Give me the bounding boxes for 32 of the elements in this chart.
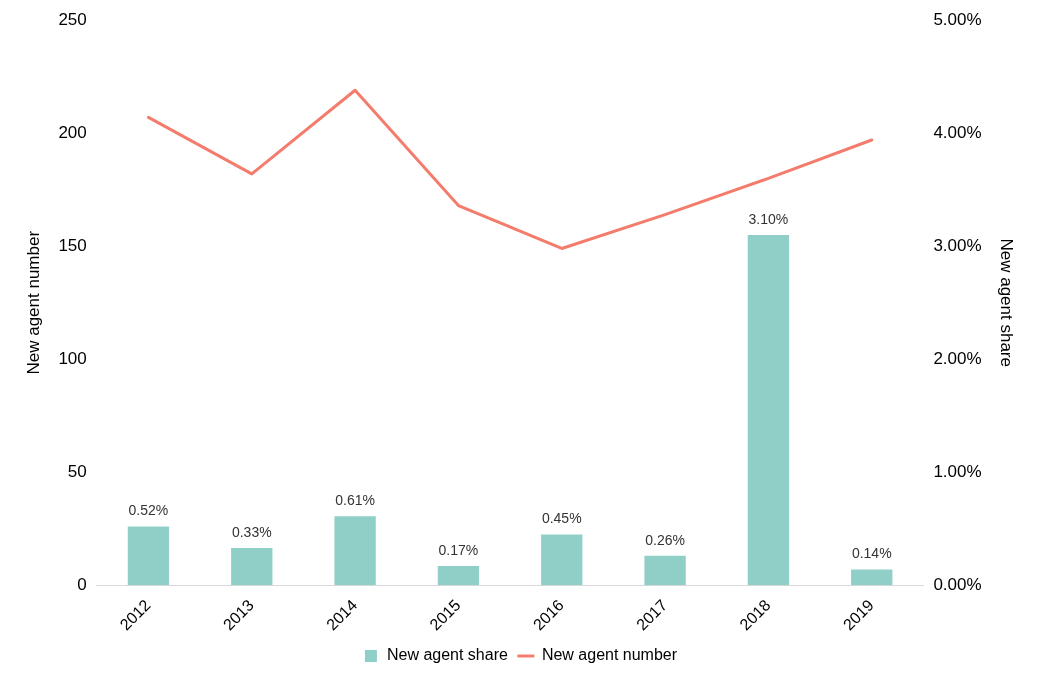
- data-label: 3.10%: [748, 210, 789, 227]
- y-axis-title: New agent number: [23, 230, 43, 375]
- legend-label: New agent number: [541, 646, 678, 664]
- bar: [851, 569, 893, 586]
- y2-tick-label: 3.00%: [933, 235, 982, 255]
- y-tick-label: 150: [58, 235, 87, 255]
- y2-axis-title: New agent share: [997, 238, 1017, 367]
- y-tick-label: 50: [67, 461, 87, 481]
- y-tick-label: 0: [77, 574, 87, 594]
- bar: [644, 555, 686, 586]
- data-label: 0.17%: [438, 541, 479, 558]
- legend-label: New agent share: [386, 646, 508, 664]
- bar: [747, 234, 790, 586]
- data-label: 0.52%: [128, 502, 169, 519]
- bar: [127, 526, 170, 586]
- y2-tick-label: 0.00%: [933, 574, 982, 594]
- data-label: 0.61%: [335, 492, 375, 509]
- data-label: 0.45%: [541, 510, 582, 527]
- bar: [437, 566, 480, 586]
- y-tick-label: 100: [58, 348, 87, 368]
- y2-tick-label: 1.00%: [933, 461, 982, 481]
- y-tick-label: 200: [58, 122, 87, 142]
- y2-tick-label: 2.00%: [933, 348, 982, 368]
- y2-tick-label: 5.00%: [933, 9, 982, 29]
- y2-tick-label: 4.00%: [933, 122, 982, 142]
- data-label: 0.14%: [851, 545, 892, 562]
- data-label: 0.33%: [231, 523, 272, 540]
- bar: [231, 547, 273, 586]
- data-label: 0.26%: [645, 531, 685, 548]
- bar: [334, 516, 376, 586]
- y-tick-label: 250: [58, 9, 87, 29]
- bar: [541, 534, 583, 586]
